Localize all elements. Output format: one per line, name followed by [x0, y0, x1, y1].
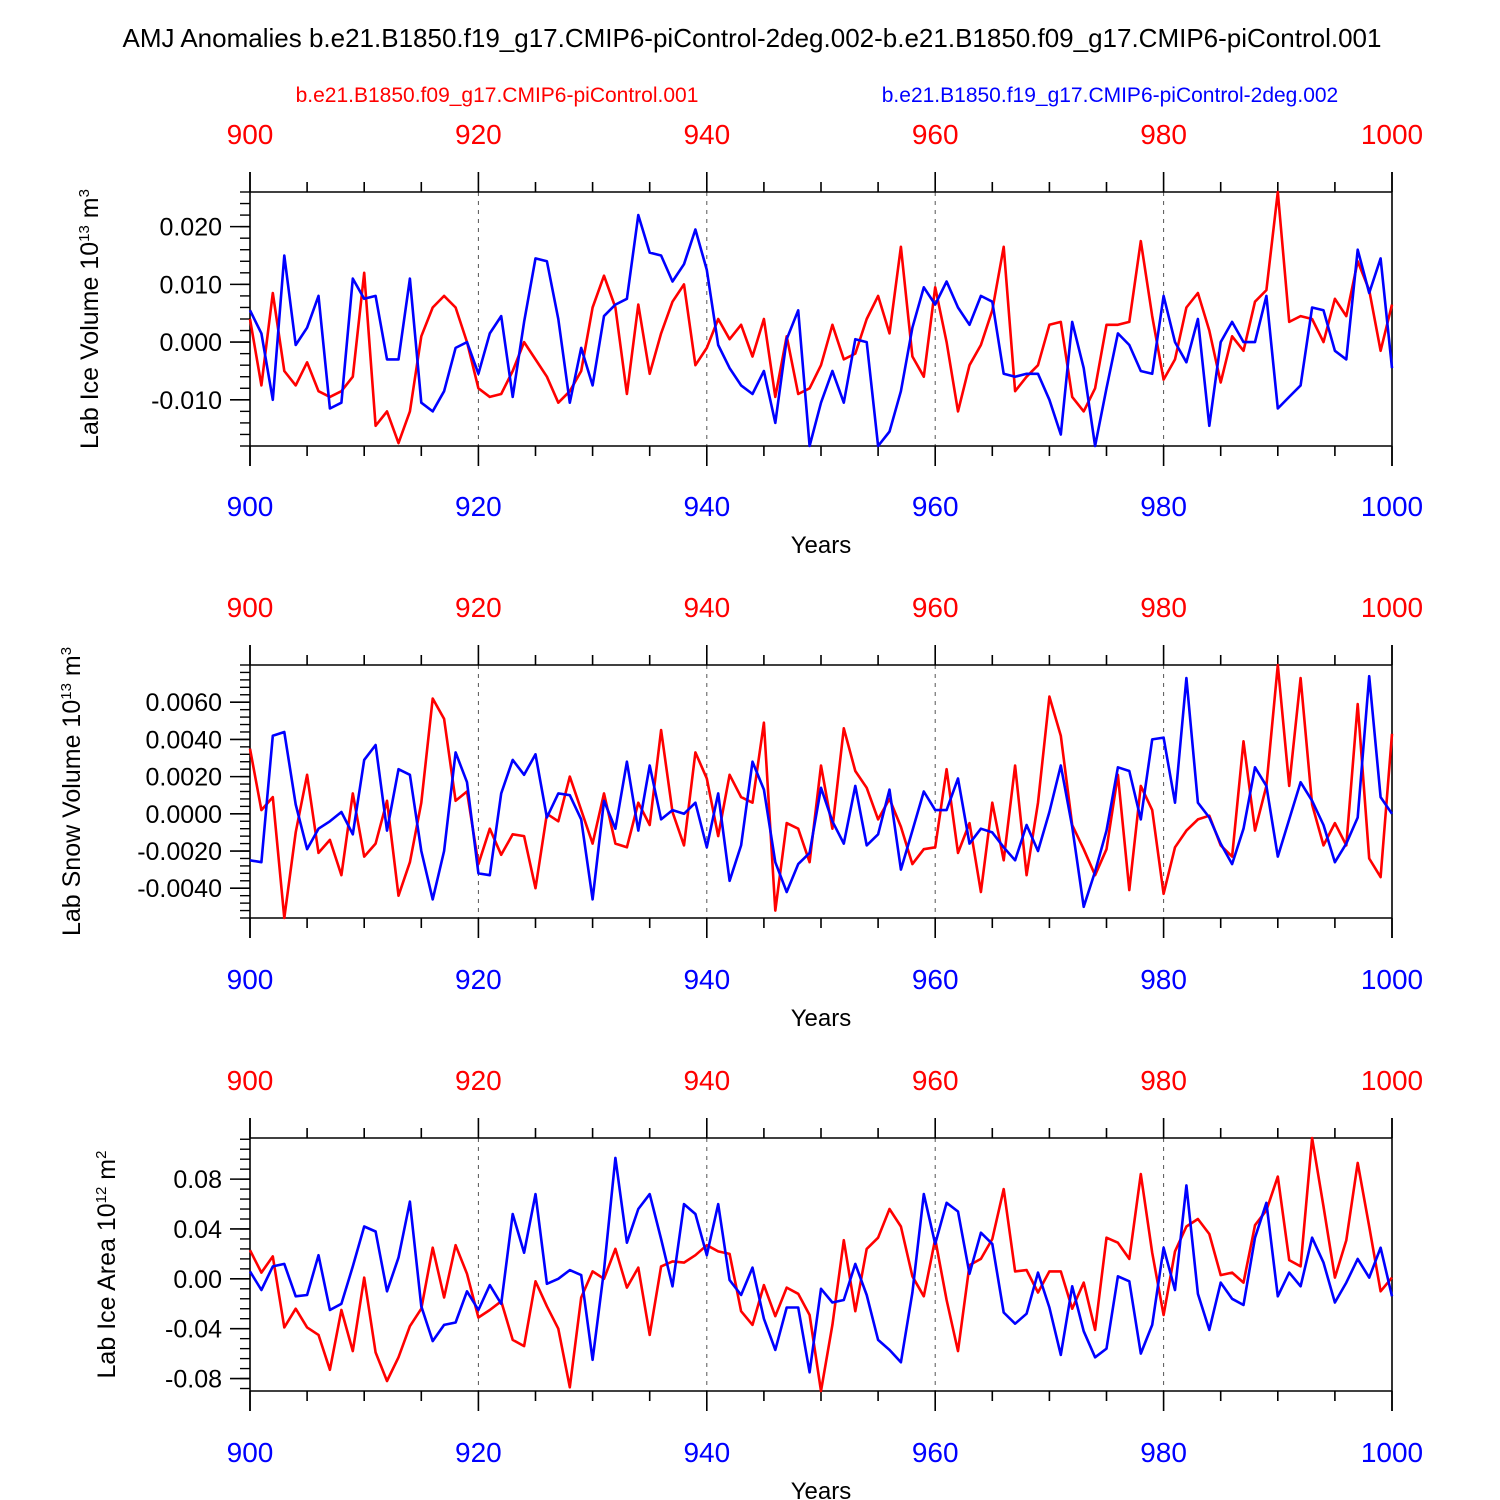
- bottom-x-tick-label: 980: [1140, 491, 1187, 522]
- bottom-x-tick-label: 920: [455, 491, 502, 522]
- y-axis-title-unit-exp: 3: [76, 189, 93, 197]
- y-tick-label: -0.0040: [137, 875, 222, 903]
- y-axis-title-main: Lab Snow Volume 10: [58, 700, 86, 936]
- y-tick-label: -0.04: [165, 1316, 222, 1344]
- bottom-x-tick-label: 960: [912, 964, 959, 995]
- y-axis-title-unit: m: [93, 1159, 121, 1187]
- blue-series-line: [248, 1156, 1394, 1374]
- bottom-x-tick-label: 980: [1140, 1437, 1187, 1468]
- y-tick-label: 0.08: [173, 1166, 222, 1194]
- y-tick-label: 0.0060: [146, 689, 222, 717]
- top-x-tick-label: 940: [683, 1065, 730, 1096]
- y-tick-label: 0.010: [159, 271, 222, 299]
- bottom-x-tick-label: 1000: [1361, 964, 1423, 995]
- red-series-line: [248, 663, 1394, 920]
- figure-title: AMJ Anomalies b.e21.B1850.f19_g17.CMIP6-…: [123, 23, 1382, 53]
- bottom-x-tick-label: 1000: [1361, 491, 1423, 522]
- y-axis-title: Lab Ice Area 1012 m2: [93, 1151, 121, 1379]
- top-x-tick-label: 980: [1140, 592, 1187, 623]
- y-tick-label: 0.020: [159, 214, 222, 242]
- bottom-x-tick-label: 940: [683, 491, 730, 522]
- chart-panel-1: 900 900 920 920 940 940 960 960 980 980 1000 1000 Ye…: [76, 119, 1423, 559]
- y-tick-label: -0.08: [165, 1366, 222, 1394]
- y-axis-title-unit: m: [76, 197, 104, 225]
- y-tick-label: 0.00: [173, 1266, 222, 1294]
- top-x-tick-label: 960: [912, 1065, 959, 1096]
- y-axis-title-unit-exp: 3: [58, 647, 75, 655]
- blue-series-line: [248, 213, 1394, 448]
- top-x-tick-label: 1000: [1361, 1065, 1423, 1096]
- bottom-x-tick-label: 920: [455, 964, 502, 995]
- top-x-tick-label: 900: [227, 1065, 274, 1096]
- y-tick-label: 0.0000: [146, 801, 222, 829]
- bottom-x-tick-label: 940: [683, 1437, 730, 1468]
- y-tick-label: 0.0020: [146, 764, 222, 792]
- top-x-tick-label: 940: [683, 119, 730, 150]
- bottom-x-tick-label: 1000: [1361, 1437, 1423, 1468]
- chart-panel-3: 900 900 920 920 940 940 960 960 980 980 1000 1000 Ye…: [93, 1065, 1423, 1500]
- top-x-tick-label: 960: [912, 592, 959, 623]
- bottom-x-tick-label: 940: [683, 964, 730, 995]
- bottom-x-tick-label: 900: [227, 964, 274, 995]
- y-axis-title-exp: 13: [76, 225, 93, 242]
- bottom-x-tick-label: 920: [455, 1437, 502, 1468]
- legend-blue-label: b.e21.B1850.f19_g17.CMIP6-piControl-2deg…: [882, 84, 1338, 107]
- legend-red-label: b.e21.B1850.f09_g17.CMIP6-piControl.001: [296, 84, 699, 107]
- chart-panel-2: 900 900 920 920 940 940 960 960 980 980 1000 1000 Ye…: [58, 592, 1423, 1032]
- y-axis-title: Lab Snow Volume 1013 m3: [58, 647, 86, 936]
- top-x-tick-label: 900: [227, 119, 274, 150]
- red-series-line: [248, 1136, 1393, 1393]
- y-axis-title-exp: 12: [93, 1187, 110, 1204]
- y-axis-title-unit-exp: 2: [93, 1151, 110, 1159]
- top-x-tick-label: 920: [455, 119, 502, 150]
- top-x-tick-label: 920: [455, 1065, 502, 1096]
- y-axis-title: Lab Ice Volume 1013 m3: [76, 189, 104, 449]
- bottom-x-tick-label: 960: [912, 491, 959, 522]
- y-axis-title-main: Lab Ice Area 10: [93, 1203, 121, 1378]
- top-x-tick-label: 1000: [1361, 592, 1423, 623]
- bottom-x-tick-label: 900: [227, 1437, 274, 1468]
- y-tick-label: -0.0020: [137, 838, 222, 866]
- top-x-tick-label: 960: [912, 119, 959, 150]
- top-x-tick-label: 900: [227, 592, 274, 623]
- y-tick-label: 0.04: [173, 1216, 222, 1244]
- bottom-x-tick-label: 900: [227, 491, 274, 522]
- y-tick-label: -0.010: [151, 387, 222, 415]
- y-axis-title-main: Lab Ice Volume 10: [76, 242, 104, 449]
- y-tick-label: 0.000: [159, 329, 222, 357]
- bottom-x-tick-label: 980: [1140, 964, 1187, 995]
- chart-panels: 900 900 920 920 940 940 960 960 980 980 1000 1000 Ye…: [58, 119, 1423, 1500]
- blue-series-line: [249, 674, 1394, 909]
- x-axis-title: Years: [791, 1478, 852, 1500]
- bottom-x-tick-label: 960: [912, 1437, 959, 1468]
- top-x-tick-label: 940: [683, 592, 730, 623]
- y-tick-label: 0.0040: [146, 726, 222, 754]
- x-axis-title: Years: [791, 532, 852, 559]
- top-x-tick-label: 1000: [1361, 119, 1423, 150]
- top-x-tick-label: 980: [1140, 1065, 1187, 1096]
- x-axis-title: Years: [791, 1005, 852, 1032]
- y-axis-title-exp: 13: [58, 683, 75, 700]
- red-series-line: [248, 190, 1394, 445]
- y-axis-title-unit: m: [58, 655, 86, 683]
- top-x-tick-label: 980: [1140, 119, 1187, 150]
- top-x-tick-label: 920: [455, 592, 502, 623]
